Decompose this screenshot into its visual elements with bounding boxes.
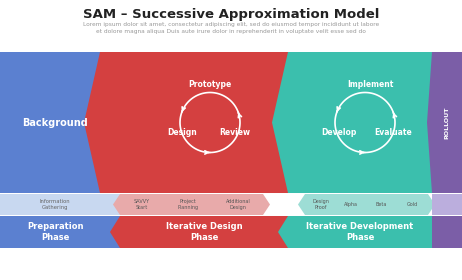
Polygon shape [84, 52, 324, 193]
Bar [432, 216, 462, 248]
Text: Project
Planning: Project Planning [177, 199, 199, 210]
Text: Gold: Gold [407, 202, 418, 207]
Bar [0, 194, 120, 215]
Text: Evaluate: Evaluate [374, 127, 412, 137]
Bar [0, 216, 120, 248]
Text: Additional
Design: Additional Design [225, 199, 250, 210]
Polygon shape [359, 194, 403, 215]
Polygon shape [329, 194, 373, 215]
Polygon shape [206, 194, 270, 215]
Polygon shape [113, 194, 170, 215]
Text: SAM – Successive Approximation Model: SAM – Successive Approximation Model [83, 8, 379, 21]
Text: Design
Proof: Design Proof [312, 199, 329, 210]
Text: Information
Gathering: Information Gathering [40, 199, 70, 210]
Polygon shape [110, 216, 298, 248]
Polygon shape [389, 194, 435, 215]
Polygon shape [427, 52, 462, 193]
Text: Design: Design [167, 127, 197, 137]
Polygon shape [278, 216, 432, 248]
Text: Lorem ipsum dolor sit amet, consectetur adipiscing elit, sed do eiusmod tempor i: Lorem ipsum dolor sit amet, consectetur … [83, 22, 379, 34]
Text: Alpha: Alpha [344, 202, 358, 207]
Bar [432, 194, 462, 215]
Polygon shape [156, 194, 220, 215]
Text: Beta: Beta [375, 202, 387, 207]
Text: ROLLOUT: ROLLOUT [444, 106, 450, 139]
Text: Preparation
Phase: Preparation Phase [27, 222, 83, 242]
Polygon shape [298, 194, 343, 215]
Text: Background: Background [22, 118, 88, 127]
Text: Implement: Implement [347, 80, 393, 88]
Text: Develop: Develop [321, 127, 357, 137]
Text: Review: Review [219, 127, 250, 137]
Text: Prototype: Prototype [188, 80, 231, 88]
Text: Iterative Development
Phase: Iterative Development Phase [306, 222, 413, 242]
Polygon shape [0, 52, 136, 193]
Text: SAVVY
Start: SAVVY Start [134, 199, 150, 210]
Text: Iterative Design
Phase: Iterative Design Phase [166, 222, 242, 242]
Polygon shape [272, 52, 432, 193]
